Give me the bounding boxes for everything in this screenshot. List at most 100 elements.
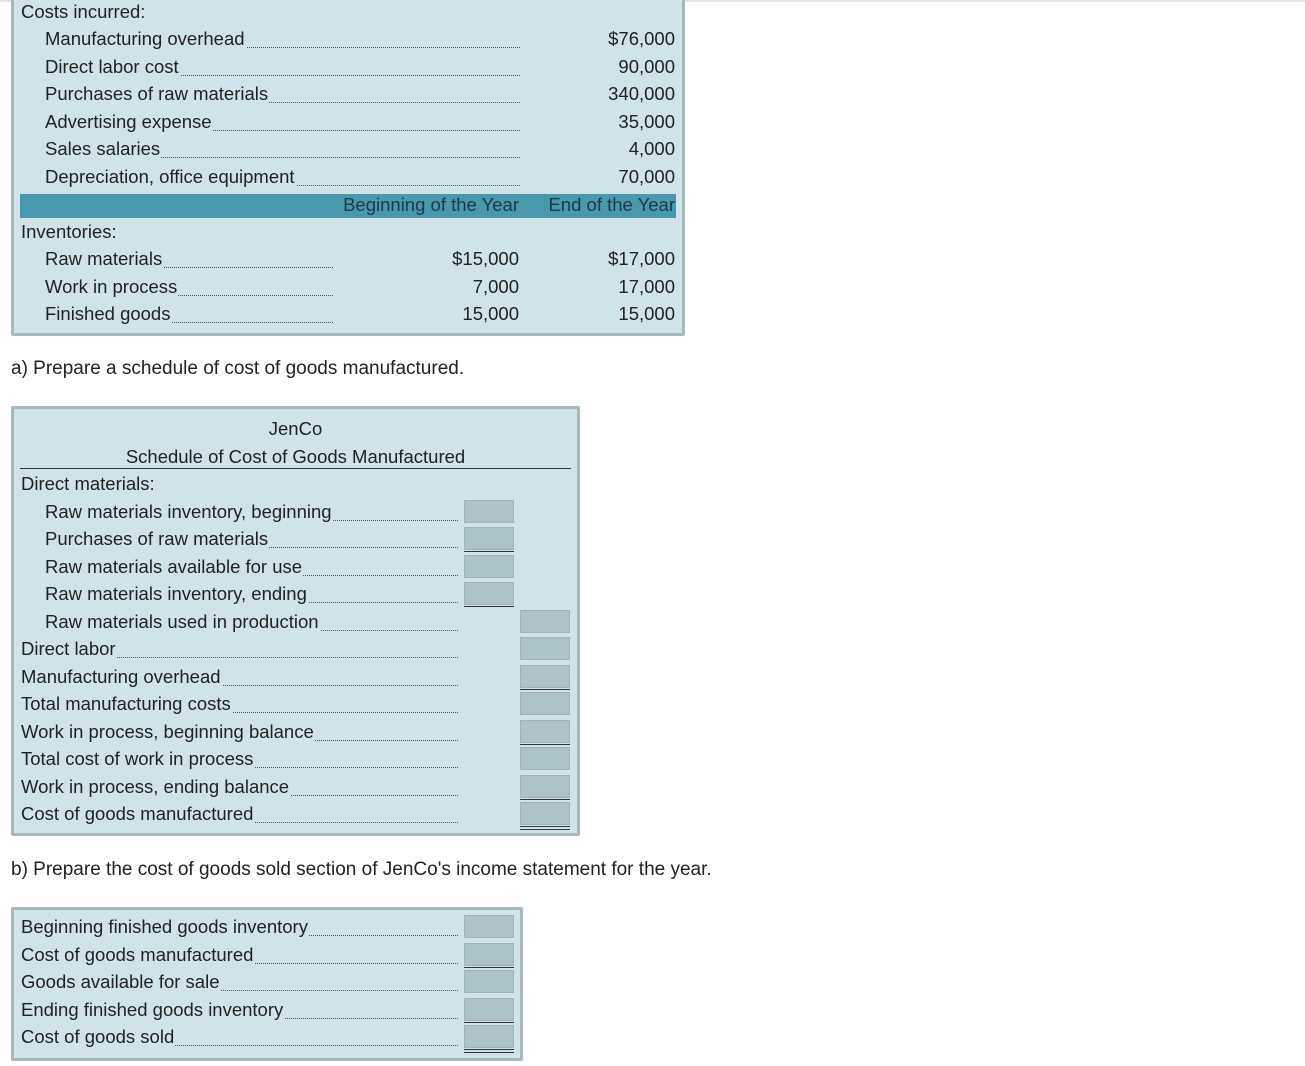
beginning-finished-goods-input[interactable]	[464, 915, 514, 938]
cost-value: 340,000	[608, 83, 675, 104]
goods-available-input[interactable]	[464, 970, 514, 993]
row-label: Goods available for sale	[21, 968, 221, 995]
raw-materials-ending-input[interactable]	[464, 582, 514, 605]
cogs-section-panel: Beginning finished goods inventory Cost …	[11, 907, 523, 1061]
row-label: Cost of goods manufactured	[21, 941, 255, 968]
cost-label: Depreciation, office equipment	[45, 163, 296, 190]
cost-label: Advertising expense	[45, 108, 213, 135]
cost-value: 70,000	[618, 166, 675, 187]
cogm-input[interactable]	[464, 943, 514, 966]
row-label: Manufacturing overhead	[21, 663, 222, 690]
given-data-panel: Costs incurred: Manufacturing overhead $…	[11, 0, 685, 336]
leader-dots	[23, 657, 458, 658]
total-manufacturing-costs-input[interactable]	[520, 692, 570, 715]
cost-row: Advertising expense 35,000	[14, 108, 682, 135]
row-label: Direct labor	[21, 635, 117, 662]
row-label: Cost of goods manufactured	[21, 800, 255, 827]
wip-ending-input[interactable]	[520, 775, 570, 798]
cost-row: Purchases of raw materials 340,000	[14, 80, 682, 107]
column-header-beginning: Beginning of the Year	[343, 194, 519, 215]
title-underline	[20, 468, 571, 469]
schedule-row: Work in process, ending balance	[14, 773, 577, 800]
subtotal-underline	[520, 689, 570, 690]
leader-dots	[47, 102, 520, 103]
schedule-row: Cost of goods manufactured	[14, 800, 577, 827]
schedule-row: Raw materials available for use	[14, 553, 577, 580]
inventory-end: 17,000	[618, 276, 675, 297]
schedule-row: Manufacturing overhead	[14, 663, 577, 690]
inventory-end: $17,000	[608, 248, 675, 269]
cost-value: $76,000	[608, 28, 675, 49]
row-label: Raw materials inventory, ending	[45, 580, 308, 607]
row-label: Raw materials used in production	[45, 608, 320, 635]
cost-row: Sales salaries 4,000	[14, 135, 682, 162]
schedule-title: Schedule of Cost of Goods Manufactured	[125, 446, 466, 467]
cogs-row: Ending finished goods inventory	[14, 996, 520, 1023]
double-underline-bottom	[464, 1052, 514, 1053]
question-a: a) Prepare a schedule of cost of goods m…	[11, 358, 465, 379]
inventory-begin: 7,000	[472, 276, 519, 297]
cogs-row: Cost of goods sold	[14, 1023, 520, 1050]
leader-dots	[47, 295, 333, 296]
cost-row: Direct labor cost 90,000	[14, 53, 682, 80]
subtotal-underline	[464, 1022, 514, 1023]
ending-finished-goods-input[interactable]	[464, 998, 514, 1021]
cogm-schedule-panel: JenCo Schedule of Cost of Goods Manufact…	[11, 406, 580, 836]
cost-value: 35,000	[618, 111, 675, 132]
subtotal-underline	[520, 799, 570, 800]
total-cost-wip-input[interactable]	[520, 747, 570, 770]
wip-beginning-input[interactable]	[520, 720, 570, 743]
leader-dots	[47, 322, 333, 323]
column-header-bar	[20, 194, 676, 218]
cost-value: 4,000	[628, 138, 675, 159]
purchases-raw-materials-input[interactable]	[464, 527, 514, 550]
subtotal-underline	[464, 551, 514, 552]
schedule-row: Raw materials inventory, beginning	[14, 498, 577, 525]
cost-row: Manufacturing overhead $76,000	[14, 25, 682, 52]
schedule-row: Raw materials inventory, ending	[14, 580, 577, 607]
row-label: Total manufacturing costs	[21, 690, 232, 717]
inventory-begin: $15,000	[452, 248, 519, 269]
inventory-label: Finished goods	[45, 300, 172, 327]
schedule-row: Total cost of work in process	[14, 745, 577, 772]
column-header-end: End of the Year	[548, 194, 675, 215]
direct-materials-header: Direct materials:	[21, 473, 155, 494]
schedule-row: Raw materials used in production	[14, 608, 577, 635]
cogs-row: Beginning finished goods inventory	[14, 913, 520, 940]
leader-dots	[47, 267, 333, 268]
schedule-row: Total manufacturing costs	[14, 690, 577, 717]
company-name: JenCo	[268, 418, 323, 439]
double-underline-top	[520, 826, 570, 827]
row-label: Work in process, ending balance	[21, 773, 291, 800]
inventory-begin: 15,000	[462, 303, 519, 324]
inventory-row: Work in process 7,000 17,000	[14, 273, 682, 300]
schedule-row: Direct labor	[14, 635, 577, 662]
direct-labor-input[interactable]	[520, 637, 570, 660]
row-label: Beginning finished goods inventory	[21, 913, 309, 940]
inventory-end: 15,000	[618, 303, 675, 324]
schedule-row: Work in process, beginning balance	[14, 718, 577, 745]
schedule-row: Purchases of raw materials	[14, 525, 577, 552]
raw-materials-beginning-input[interactable]	[464, 500, 514, 523]
cost-value: 90,000	[618, 56, 675, 77]
double-underline-top	[464, 1049, 514, 1050]
double-underline-bottom	[520, 829, 570, 830]
row-label: Work in process, beginning balance	[21, 718, 315, 745]
subtotal-underline	[464, 606, 514, 607]
row-label: Raw materials inventory, beginning	[45, 498, 333, 525]
row-label: Raw materials available for use	[45, 553, 304, 580]
cost-label: Direct labor cost	[45, 53, 180, 80]
leader-dots	[23, 990, 458, 991]
cost-of-goods-manufactured-input[interactable]	[520, 802, 570, 825]
cost-of-goods-sold-input[interactable]	[464, 1025, 514, 1048]
cogs-row: Goods available for sale	[14, 968, 520, 995]
manufacturing-overhead-input[interactable]	[520, 665, 570, 688]
subtotal-underline	[520, 744, 570, 745]
row-label: Total cost of work in process	[21, 745, 255, 772]
raw-materials-used-input[interactable]	[520, 610, 570, 633]
row-label: Cost of goods sold	[21, 1023, 176, 1050]
row-label: Ending finished goods inventory	[21, 996, 285, 1023]
cost-label: Purchases of raw materials	[45, 80, 270, 107]
raw-materials-available-input[interactable]	[464, 555, 514, 578]
leader-dots	[23, 1045, 458, 1046]
